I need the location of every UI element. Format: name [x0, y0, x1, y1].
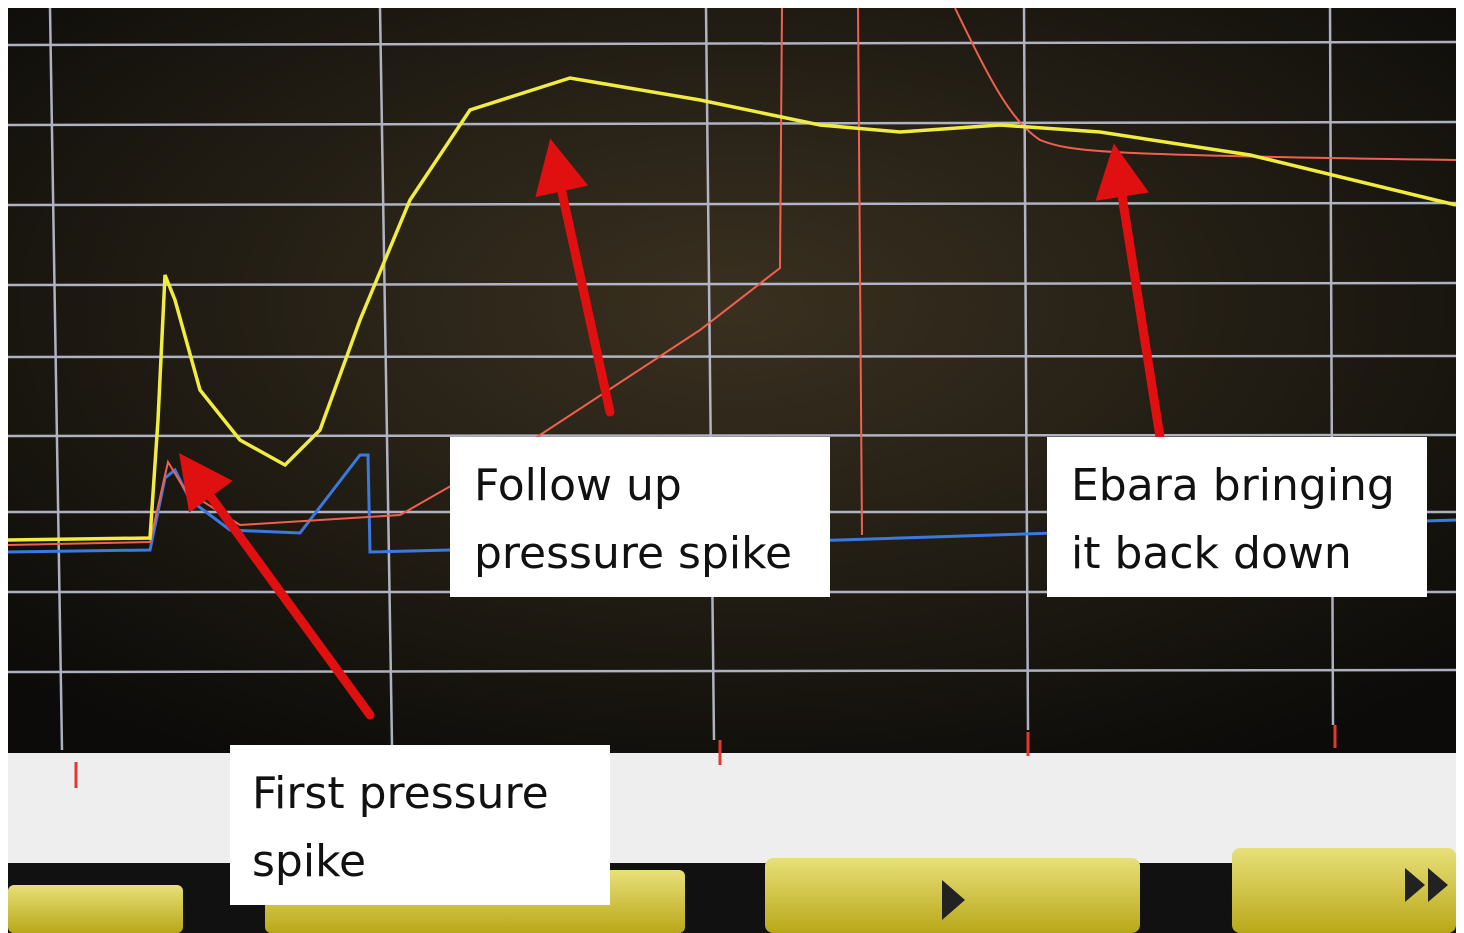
grid-line	[8, 435, 1456, 436]
page: {"annotations": [ {"lines": ["Follow up"…	[0, 0, 1464, 933]
time-axis-bar	[8, 753, 1456, 863]
button[interactable]	[8, 885, 183, 933]
screen-photo: Follow up pressure spike Ebara bringing …	[0, 0, 1464, 933]
callout-text: First pressure	[252, 768, 549, 819]
callout-text: spike	[252, 836, 366, 887]
grid-line	[8, 356, 1456, 357]
plot-area	[8, 8, 1456, 753]
callout-text: it back down	[1071, 528, 1352, 579]
fast-forward-button[interactable]	[1232, 848, 1456, 933]
callout-text: Ebara bringing	[1071, 460, 1395, 511]
callout-text: Follow up	[474, 460, 682, 511]
callout-text: pressure spike	[474, 528, 792, 579]
